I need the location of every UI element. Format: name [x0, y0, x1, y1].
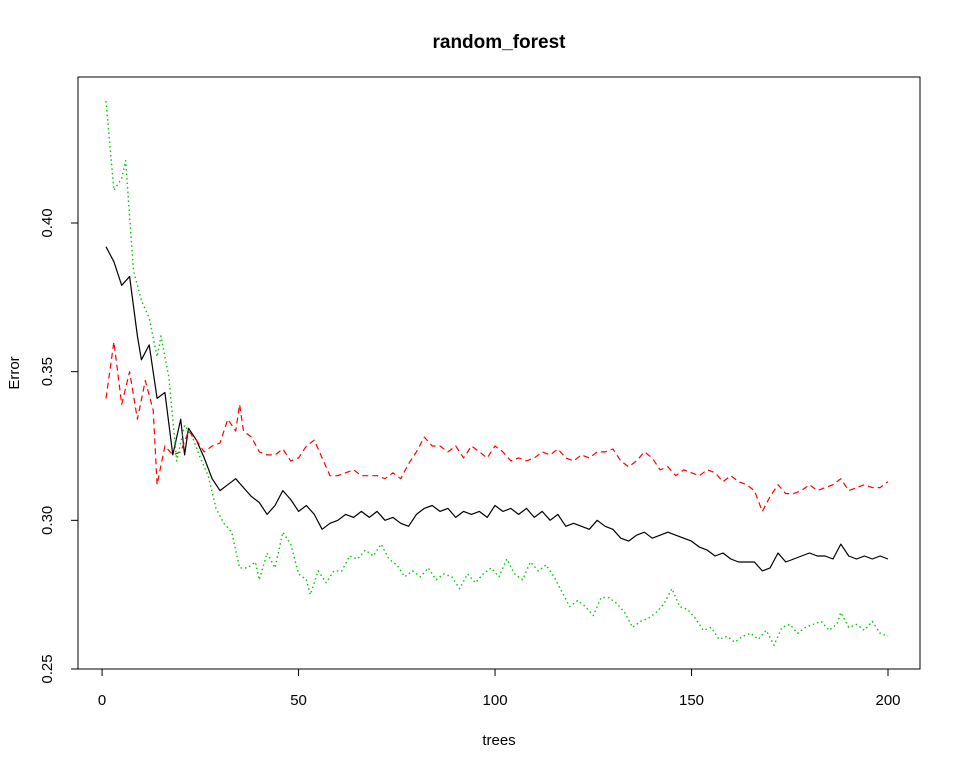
y-tick-label: 0.25 [39, 654, 56, 683]
series-line-2 [105, 341, 889, 512]
x-tick-label: 100 [483, 692, 508, 709]
x-tick-label: 200 [875, 692, 900, 709]
plot-frame [77, 76, 921, 670]
x-tick-label: 50 [290, 692, 307, 709]
series-layer [105, 101, 889, 646]
x-tick-label: 0 [98, 692, 106, 709]
y-axis-label: Error [6, 356, 23, 389]
series-line-1 [105, 246, 889, 572]
y-tick-label: 0.35 [39, 357, 56, 386]
series-line-3 [105, 101, 889, 646]
x-tick-label: 150 [679, 692, 704, 709]
x-axis-label: trees [482, 732, 515, 749]
x-axis: 0 50 100 150 200 [98, 668, 901, 709]
y-tick-label: 0.40 [39, 208, 56, 237]
y-tick-label: 0.30 [39, 506, 56, 535]
y-axis: 0.25 0.30 0.35 0.40 [39, 208, 79, 684]
chart-title: random_forest [432, 32, 566, 53]
